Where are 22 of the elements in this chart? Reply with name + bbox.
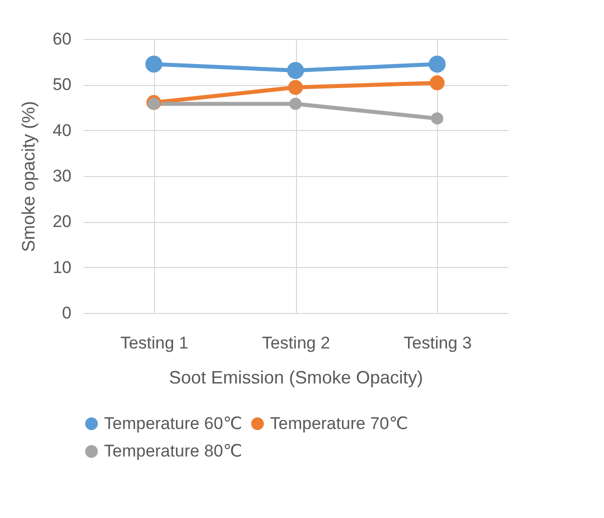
x-axis-title: Soot Emission (Smoke Opacity)	[168, 368, 424, 388]
legend-label: Temperature 60℃	[104, 414, 242, 433]
point	[145, 56, 162, 73]
point	[288, 80, 303, 95]
y-axis-title: Smoke opacity (%)	[18, 100, 39, 252]
x-tick-label: Testing 3	[404, 334, 472, 352]
y-tick-label: 0	[62, 304, 72, 322]
point	[431, 112, 444, 125]
y-tick-label: 60	[52, 30, 72, 48]
y-tick-label: 30	[52, 166, 72, 186]
point	[286, 62, 304, 80]
legend-label: Temperature 70℃	[270, 414, 408, 433]
y-tick-label: 20	[52, 212, 72, 232]
x-tick-label: Testing 2	[262, 334, 330, 352]
y-tick-label: 10	[52, 258, 72, 277]
x-tick-label: Testing 1	[120, 334, 188, 352]
point	[289, 98, 302, 110]
point	[430, 75, 445, 90]
point	[428, 56, 446, 73]
y-tick-label: 40	[52, 120, 72, 140]
legend-label: Temperature 80℃	[104, 442, 242, 460]
y-tick-label: 50	[52, 75, 72, 94]
